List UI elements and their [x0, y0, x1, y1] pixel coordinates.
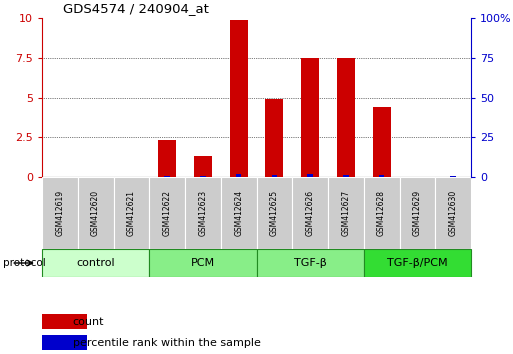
Bar: [149, 177, 185, 249]
Bar: [337, 58, 355, 177]
Bar: [292, 177, 328, 249]
Text: PCM: PCM: [191, 258, 215, 268]
Text: GSM412627: GSM412627: [341, 190, 350, 236]
Text: GSM412629: GSM412629: [413, 190, 422, 236]
Bar: [256, 177, 292, 249]
Text: GSM412621: GSM412621: [127, 190, 136, 236]
Text: TGF-β: TGF-β: [294, 258, 326, 268]
Text: GSM412619: GSM412619: [55, 190, 64, 236]
Text: GSM412620: GSM412620: [91, 190, 100, 236]
Bar: [400, 177, 435, 249]
Bar: [149, 249, 256, 277]
Bar: [450, 176, 456, 177]
Text: GSM412630: GSM412630: [449, 190, 458, 236]
Text: GSM412622: GSM412622: [163, 190, 172, 236]
Bar: [185, 177, 221, 249]
Bar: [221, 177, 256, 249]
Text: GSM412626: GSM412626: [306, 190, 314, 236]
Bar: [165, 176, 170, 177]
Text: protocol: protocol: [3, 258, 45, 268]
Bar: [256, 249, 364, 277]
Bar: [272, 175, 277, 177]
Bar: [200, 176, 206, 177]
Text: GSM412628: GSM412628: [377, 190, 386, 236]
Bar: [307, 174, 313, 177]
Bar: [42, 177, 78, 249]
Text: GSM412625: GSM412625: [270, 190, 279, 236]
Text: GSM412623: GSM412623: [199, 190, 207, 236]
Bar: [78, 177, 113, 249]
Bar: [230, 19, 248, 177]
Bar: [379, 175, 384, 177]
Text: control: control: [76, 258, 115, 268]
Bar: [435, 177, 471, 249]
Text: percentile rank within the sample: percentile rank within the sample: [73, 338, 261, 348]
Bar: [301, 58, 319, 177]
Bar: [42, 249, 149, 277]
Bar: [364, 249, 471, 277]
Bar: [42, 335, 87, 350]
Text: GSM412624: GSM412624: [234, 190, 243, 236]
Bar: [364, 177, 400, 249]
Bar: [328, 177, 364, 249]
Text: TGF-β/PCM: TGF-β/PCM: [387, 258, 448, 268]
Bar: [113, 177, 149, 249]
Bar: [265, 99, 283, 177]
Text: count: count: [73, 316, 104, 327]
Bar: [372, 107, 390, 177]
Text: GDS4574 / 240904_at: GDS4574 / 240904_at: [64, 2, 209, 16]
Bar: [236, 174, 241, 177]
Bar: [158, 141, 176, 177]
Bar: [343, 175, 348, 177]
Bar: [194, 156, 212, 177]
Bar: [42, 314, 87, 329]
